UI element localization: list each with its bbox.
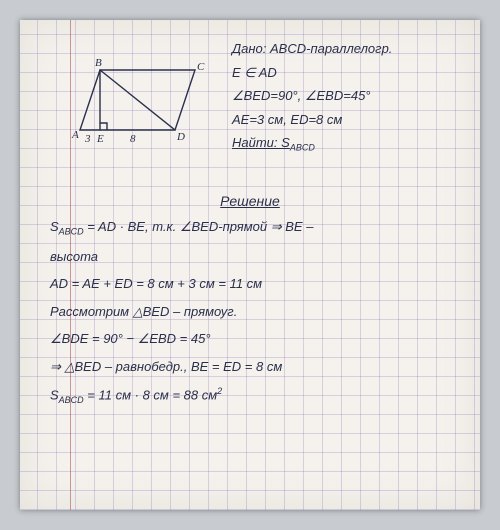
geometry-sketch: A B C D E 3 8 [75, 60, 215, 150]
label-ae: 3 [84, 133, 91, 145]
label-a: A [71, 129, 79, 141]
right-angle-mark [100, 123, 107, 130]
solution-block: SABCD = AD · BE, т.к. ∠BED-прямой ⇒ BE –… [50, 218, 460, 417]
given-line-3: AE=3 см, ED=8 см [232, 111, 462, 129]
label-ed: 8 [130, 133, 136, 145]
label-d: D [176, 131, 185, 143]
s1asub: ABCD [59, 227, 84, 237]
notebook-page: A B C D E 3 8 Дано: ABCD-параллелогр. E … [20, 20, 480, 510]
sol-line-7: SABCD = 11 см · 8 см = 88 см2 [50, 385, 460, 406]
parallelogram-svg: A B C D E 3 8 [75, 60, 215, 150]
given-line-1: E ∈ AD [232, 64, 462, 82]
sol-line-4: Рассмотрим △BED – прямоуг. [50, 303, 460, 321]
label-b: B [95, 57, 102, 69]
given-line-2: ∠BED=90°, ∠EBD=45° [232, 87, 462, 105]
s7asub: ABCD [59, 395, 84, 405]
sol-line-5: ∠BDE = 90° − ∠EBD = 45° [50, 330, 460, 348]
segment-bd [100, 70, 175, 130]
given-title: Дано: ABCD-параллелогр. [232, 40, 462, 58]
s7b: = 11 см · 8 см = 88 см [84, 388, 217, 403]
sol-line-1: SABCD = AD · BE, т.к. ∠BED-прямой ⇒ BE – [50, 218, 460, 238]
sol-line-3: AD = AE + ED = 8 см + 3 см = 11 см [50, 275, 460, 293]
handwriting-content: A B C D E 3 8 Дано: ABCD-параллелогр. E … [20, 20, 480, 510]
sol-line-6: ⇒ △BED – равнобедр., BE = ED = 8 см [50, 358, 460, 376]
sol-line-2: высота [50, 248, 460, 266]
label-e: E [96, 133, 104, 145]
find-sub: ABCD [290, 143, 315, 153]
s7a: S [50, 388, 59, 403]
label-c: C [197, 61, 205, 73]
s1b: = AD · BE, т.к. ∠BED-прямой ⇒ BE – [84, 219, 314, 234]
given-block: Дано: ABCD-параллелогр. E ∈ AD ∠BED=90°,… [232, 40, 462, 160]
s7bsup: 2 [217, 386, 222, 396]
given-find: Найти: SABCD [232, 134, 462, 154]
s1a: S [50, 219, 59, 234]
solution-title: Решение [20, 192, 480, 211]
find-text: Найти: S [232, 135, 290, 150]
